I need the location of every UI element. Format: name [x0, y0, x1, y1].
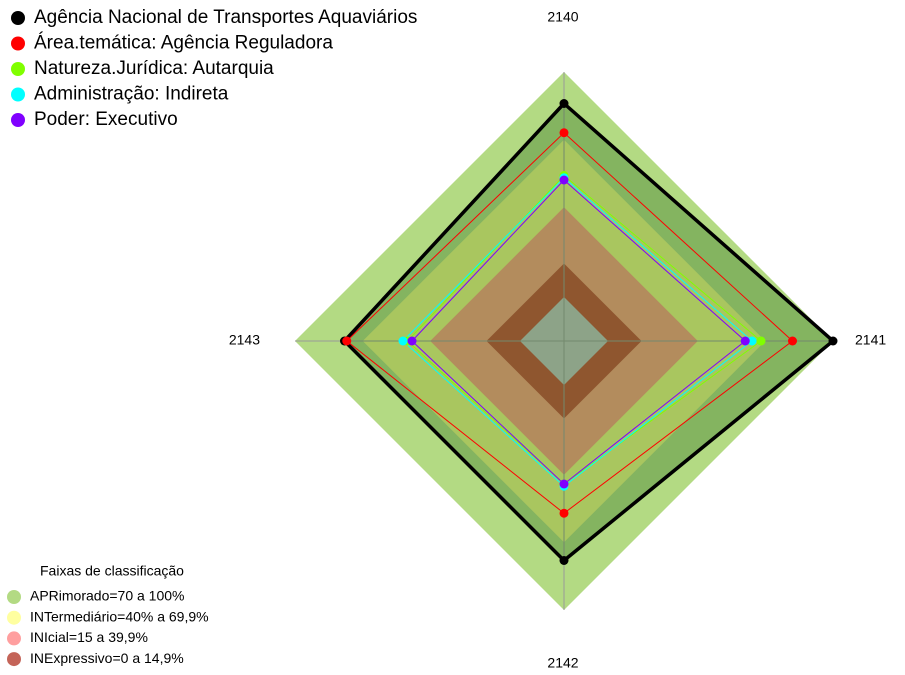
legend-label: Área.temática: Agência Reguladora	[34, 33, 333, 54]
legend-marker	[11, 36, 25, 51]
data-point	[559, 479, 569, 489]
data-point	[407, 336, 417, 346]
bands-title: Faixas de classificação	[40, 563, 184, 579]
band-legend-marker	[7, 610, 21, 625]
axis-label: 2142	[547, 655, 578, 671]
data-point	[788, 336, 797, 346]
legend-label: Agência Nacional de Transportes Aquaviár…	[34, 7, 417, 28]
band-legend-label: INTermediário=40% a 69,9%	[30, 608, 209, 624]
band-legend-marker	[7, 652, 21, 667]
legend-marker	[11, 113, 25, 127]
data-point	[559, 175, 569, 185]
band-legend-label: APRimorado=70 a 100%	[30, 588, 185, 604]
legend-label: Natureza.Jurídica: Autarquia	[34, 58, 274, 79]
axis-label: 2141	[855, 332, 886, 348]
legend-marker	[11, 62, 25, 76]
data-point	[559, 99, 569, 108]
data-point	[559, 128, 569, 138]
band-legend-marker	[7, 590, 21, 604]
data-point	[559, 508, 569, 518]
legend-label: Poder: Executivo	[34, 109, 178, 130]
band-legend-marker	[7, 631, 21, 646]
legend-marker	[11, 11, 25, 25]
data-point	[747, 336, 757, 346]
data-point	[342, 336, 352, 346]
band-legend-label: INIcial=15 a 39,9%	[30, 629, 148, 645]
data-point	[756, 336, 766, 346]
axis-label: 2143	[229, 332, 260, 348]
legend-marker	[11, 87, 25, 102]
legend-label: Administração: Indireta	[34, 84, 229, 105]
series-polygon	[342, 101, 836, 563]
axis-label: 2140	[547, 9, 578, 25]
data-point	[559, 556, 569, 565]
band-legend-label: INExpressivo=0 a 14,9%	[30, 650, 184, 666]
data-point	[828, 336, 838, 346]
data-point	[398, 336, 408, 346]
data-point	[740, 336, 750, 346]
